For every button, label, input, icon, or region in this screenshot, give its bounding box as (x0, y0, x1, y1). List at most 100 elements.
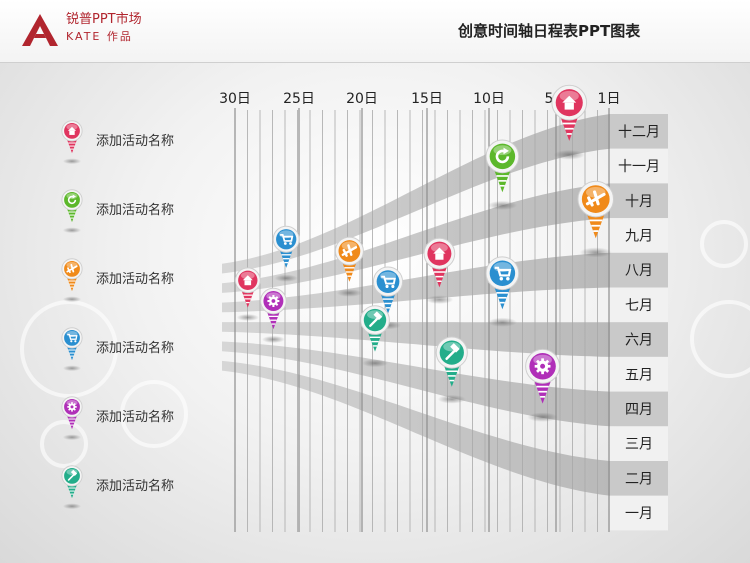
hammer-icon (369, 311, 383, 327)
pin-stem (430, 264, 448, 288)
legend-item[interactable]: 添加活动名称 (56, 394, 216, 440)
pin-stem (367, 330, 383, 352)
pin-stem (341, 260, 358, 282)
legend-pin-marker[interactable] (61, 465, 83, 509)
timeline-marker[interactable] (525, 348, 561, 422)
header: 锐普PPT市场 KATE 作品 创意时间轴日程表PPT图表 (0, 0, 750, 63)
legend-item[interactable]: 添加活动名称 (56, 187, 216, 233)
timeline-marker[interactable] (485, 139, 520, 210)
legend-label: 添加活动名称 (96, 272, 175, 287)
pin-shadow (527, 412, 558, 422)
gear-icon (267, 295, 280, 307)
pin-stem (559, 114, 579, 141)
legend-item[interactable]: 添加活动名称 (56, 463, 216, 509)
gear-icon (534, 358, 551, 375)
legend-pin-marker[interactable] (61, 258, 83, 302)
timeline-marker[interactable] (577, 180, 615, 258)
pin-disc (64, 191, 80, 208)
airplane-icon (585, 190, 606, 207)
legend-item[interactable]: 添加活动名称 (56, 325, 216, 371)
month-cell (610, 356, 668, 392)
pin-shadow (62, 434, 82, 440)
hammer-icon (445, 343, 460, 361)
timeline-marker[interactable] (360, 305, 390, 368)
month-cell (610, 287, 668, 323)
timeline-marker[interactable] (551, 84, 588, 160)
timeline-marker[interactable] (334, 236, 364, 297)
timeline-marker[interactable] (272, 225, 300, 282)
day-tick-label: 25日 (283, 91, 315, 107)
cart-icon (280, 234, 294, 245)
brand-name: 锐普PPT市场 (66, 12, 142, 27)
airplane-icon (66, 263, 78, 274)
month-band (222, 322, 610, 357)
pin-stem (66, 344, 78, 361)
pin-stem (66, 137, 78, 154)
day-tick-label: 20日 (346, 91, 378, 107)
pin-stem (443, 363, 461, 387)
timeline-marker[interactable] (435, 336, 468, 404)
day-tick-label: 30日 (219, 91, 251, 107)
legend-label: 添加活动名称 (96, 203, 175, 218)
legend-pin-marker[interactable] (61, 327, 83, 371)
legend-pin (61, 120, 83, 164)
page-title: 创意时间轴日程表PPT图表 (458, 22, 641, 40)
month-cell (610, 426, 668, 461)
legend-pin (61, 327, 83, 371)
pin-shadow (261, 335, 285, 343)
legend-pin-marker[interactable] (61, 189, 83, 233)
legend-pin-marker[interactable] (61, 396, 83, 440)
home-icon (433, 247, 446, 260)
pin-stem (240, 288, 255, 308)
pin-shadow (62, 227, 82, 233)
legend-item[interactable]: 添加活动名称 (56, 256, 216, 302)
month-cell (610, 148, 668, 184)
pin-shadow (437, 394, 466, 404)
brand-logo-icon (22, 14, 58, 46)
month-cell (610, 183, 668, 219)
legend-label: 添加活动名称 (96, 410, 175, 425)
day-tick-label: 1日 (598, 91, 621, 107)
timeline-marker[interactable] (234, 267, 261, 321)
pin-shadow (62, 296, 82, 302)
timeline-marker[interactable] (260, 287, 287, 343)
refresh-icon (495, 147, 510, 164)
timeline-marker[interactable] (372, 266, 404, 330)
pin-shadow (336, 289, 362, 297)
pin-stem (66, 413, 78, 430)
month-label: 一月 (625, 506, 653, 522)
legend-pin (61, 396, 83, 440)
legend-pin-marker[interactable] (61, 120, 83, 164)
pin-shadow (425, 295, 454, 304)
home-icon (562, 95, 577, 110)
month-cell (610, 252, 668, 288)
pin-stem (266, 309, 281, 330)
cart-icon (67, 333, 78, 343)
legend-pin (61, 189, 83, 233)
timeline-marker[interactable] (423, 237, 456, 304)
day-tick-label: 15日 (411, 91, 443, 107)
legend-pin (61, 465, 83, 509)
month-band (222, 183, 610, 293)
month-label: 十二月 (618, 124, 660, 140)
pin-stem (279, 248, 294, 268)
month-band (222, 341, 610, 427)
pin-shadow (62, 365, 82, 371)
legend-label: 添加活动名称 (96, 134, 175, 149)
pin-stem (493, 167, 512, 193)
month-label: 六月 (625, 333, 653, 349)
month-band (222, 360, 610, 496)
pin-stem (585, 211, 606, 239)
month-cell (610, 322, 668, 357)
legend-item[interactable]: 添加活动名称 (56, 118, 216, 164)
pin-stem (66, 482, 78, 499)
pin-disc (489, 143, 516, 170)
pin-shadow (487, 317, 518, 327)
pin-stem (66, 206, 78, 223)
hammer-icon (67, 469, 78, 481)
month-cell (610, 495, 668, 531)
legend-label: 添加活动名称 (96, 479, 175, 494)
month-label: 八月 (625, 263, 653, 279)
pin-shadow (236, 313, 259, 321)
timeline-marker[interactable] (485, 256, 520, 327)
